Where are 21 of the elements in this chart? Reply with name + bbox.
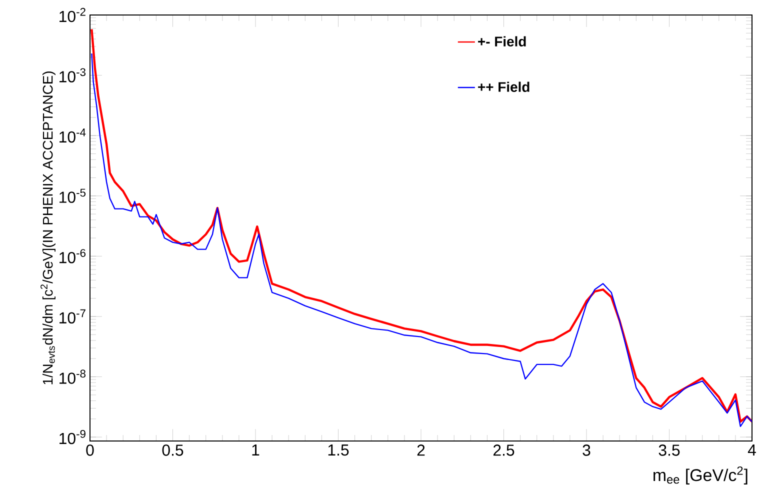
y-tick-label: 10$^{-6}$ [60,249,86,264]
y-tick-label: 10$^{-4}$ [60,128,86,143]
x-tick-label: 2.5 [493,444,514,456]
x-tick-label: 2 [417,444,425,456]
y-axis-title: 1/N$_{evts}$dN/dm [c$^{2}$/GeV](IN PHENIX ACCEPTANCE) [40,72,56,384]
x-tick-label: 1 [252,444,260,456]
x-tick-label: 0.5 [162,444,184,456]
legend-label: +- Field [478,36,526,46]
x-axis-title: m$_{ee}$ [GeV/c$^{2}$] [654,466,748,484]
y-tick-label: 10$^{-7}$ [60,309,86,324]
y-tick-label: 10$^{-5}$ [60,188,86,203]
x-tick-label: 3 [582,444,590,456]
y-tick-label: 10$^{-8}$ [60,370,86,384]
y-tick-label: 10$^{-9}$ [60,430,86,444]
x-tick-label: 1.5 [328,444,349,456]
y-tick-label: 10$^{-2}$ [60,8,86,22]
y-tick-label: 10$^{-3}$ [60,68,86,82]
x-tick-label: 3.5 [658,444,680,456]
x-tick-label: 4 [748,444,756,456]
x-tick-label: 0 [86,444,94,456]
legend-label: ++ Field [478,82,530,92]
